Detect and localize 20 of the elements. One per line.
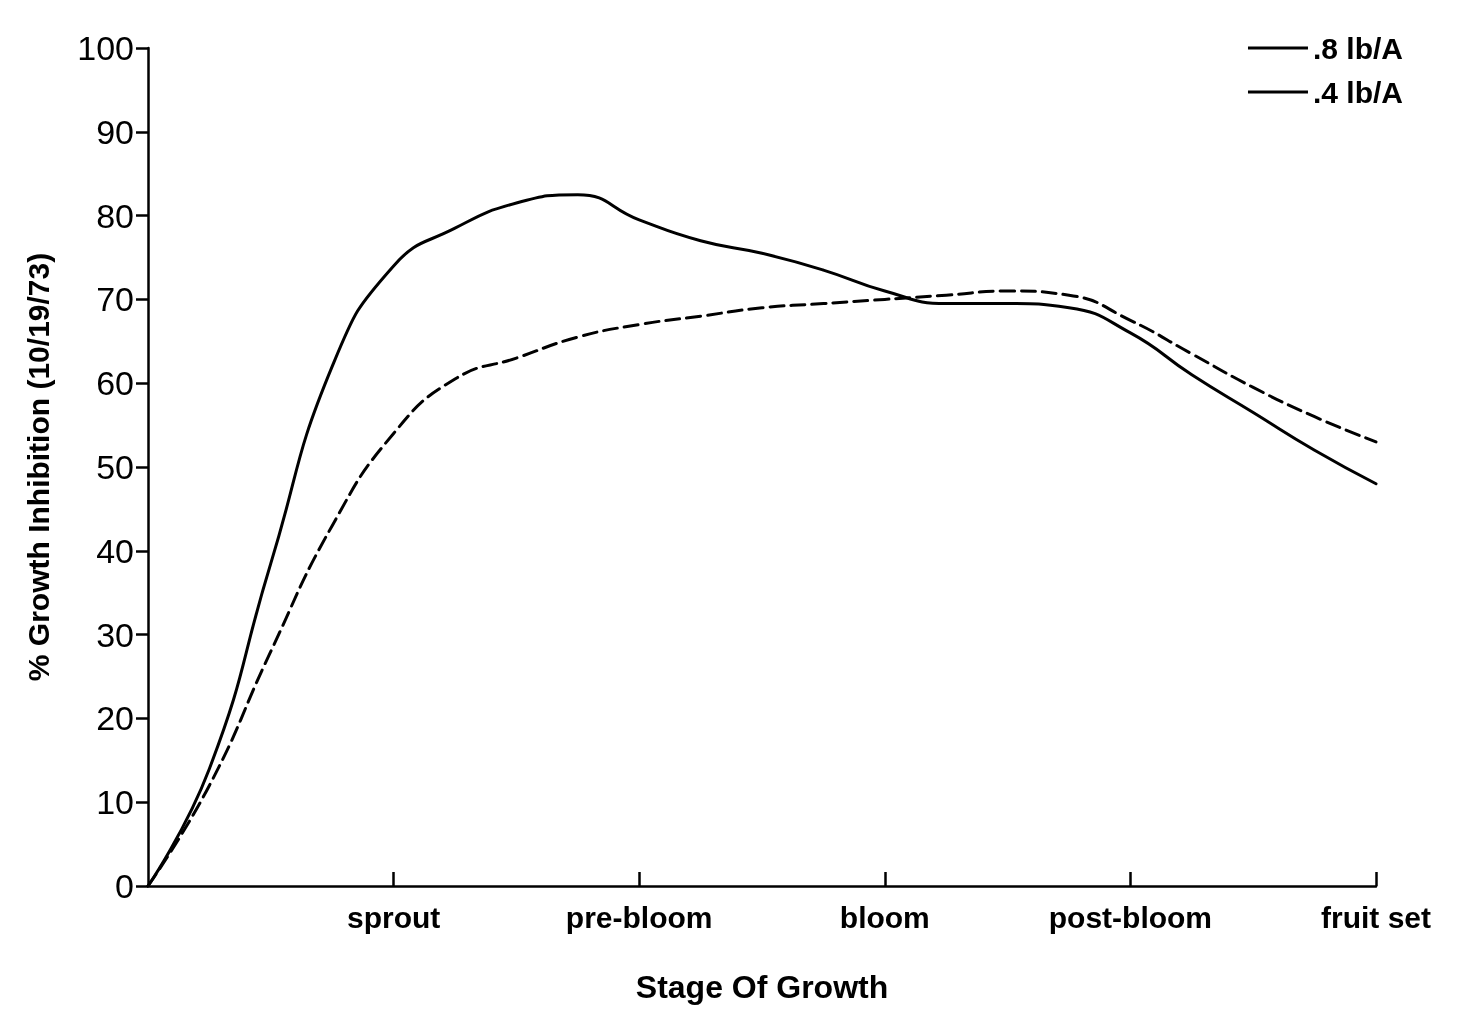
y-tick-label: 0 [115,867,134,905]
x-tick-label: post-bloom [1048,900,1213,934]
y-tick-label: 10 [96,783,134,822]
y-tick-label: 80 [96,196,134,235]
x-tick-label: pre-bloom [565,900,713,934]
y-tick-label: 100 [77,29,134,67]
y-axis-title: % Growth Inhibition (10/19/73) [21,252,55,682]
y-tick-label: 50 [96,448,134,486]
y-tick-label: 60 [96,364,134,403]
y-tick-label: 70 [96,280,134,319]
x-tick-label: sprout [346,900,441,934]
x-tick-label: fruit set [1320,900,1432,934]
x-axis-title: Stage Of Growth [635,969,889,1005]
legend-label: .4 lb/A [1312,75,1403,109]
y-tick-label: 20 [96,699,134,738]
y-tick-label: 40 [96,531,134,570]
y-tick-label: 90 [96,112,134,151]
x-tick-label: bloom [839,900,930,934]
y-tick-label: 30 [96,615,134,654]
legend-label: .8 lb/A [1312,31,1403,65]
